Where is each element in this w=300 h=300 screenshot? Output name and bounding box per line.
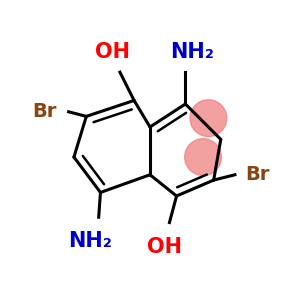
- Circle shape: [185, 139, 221, 175]
- Text: Br: Br: [32, 102, 56, 121]
- Text: Br: Br: [245, 165, 270, 184]
- Text: OH: OH: [147, 237, 182, 257]
- Text: OH: OH: [95, 41, 130, 62]
- Text: NH₂: NH₂: [170, 41, 214, 62]
- Circle shape: [190, 100, 227, 136]
- Text: NH₂: NH₂: [68, 231, 112, 251]
